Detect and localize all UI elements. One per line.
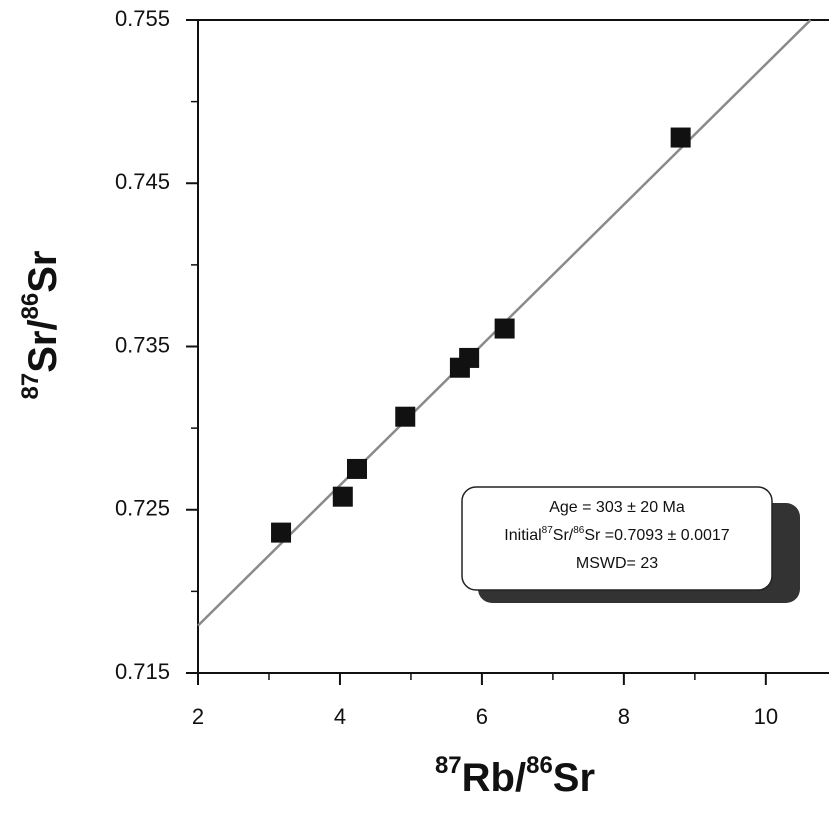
data-point [459, 347, 480, 368]
y-label-part: Sr/ [21, 319, 65, 372]
annotation-part: Sr/ [553, 527, 574, 544]
y-tick-label: 0.715 [115, 659, 170, 684]
x-label-part: Rb/ [462, 756, 526, 800]
x-label-sup: 87 [435, 752, 462, 779]
x-tick-label: 2 [192, 704, 204, 729]
x-tick-label: 8 [618, 704, 630, 729]
y-label-sup: 87 [17, 373, 44, 400]
y-tick-label: 0.745 [115, 169, 170, 194]
box [461, 486, 773, 591]
annotation-line: Initial87Sr/86Sr =0.7093 ± 0.0017 [504, 525, 730, 544]
annotation-line: Age = 303 ± 20 Ma [549, 499, 685, 516]
data-point [670, 127, 691, 148]
x-label-part: Sr [553, 756, 595, 800]
data-point [395, 406, 416, 427]
data-point [271, 522, 292, 543]
annotation-part: Sr =0.7093 ± 0.0017 [584, 527, 729, 544]
plot: 2 4 6 8 10 0.715 0.725 0.735 0.745 0.755 [115, 6, 829, 729]
y-label-sup: 86 [17, 293, 44, 320]
x-axis-label: 87Rb/86Sr [435, 752, 595, 800]
y-axis-label: 87Sr/86Sr [17, 250, 65, 399]
x-tick-label: 6 [476, 704, 488, 729]
annotation-box: Age = 303 ± 20 Ma Initial87Sr/86Sr =0.70… [461, 486, 800, 603]
data-point [332, 486, 353, 507]
annotation-part: Initial [504, 527, 541, 544]
x-tick-label: 10 [754, 704, 778, 729]
y-tick-label: 0.735 [115, 332, 170, 357]
annotation-sup: 87 [542, 525, 554, 536]
y-label-part: Sr [21, 250, 65, 292]
y-tick-label: 0.725 [115, 496, 170, 521]
y-tick-label: 0.755 [115, 6, 170, 31]
x-label-sup: 86 [526, 752, 553, 779]
data-point [346, 458, 367, 479]
x-tick-label: 4 [334, 704, 346, 729]
annotation-sup: 86 [573, 525, 585, 536]
data-point [494, 318, 515, 339]
annotation-line: MSWD= 23 [576, 555, 658, 572]
